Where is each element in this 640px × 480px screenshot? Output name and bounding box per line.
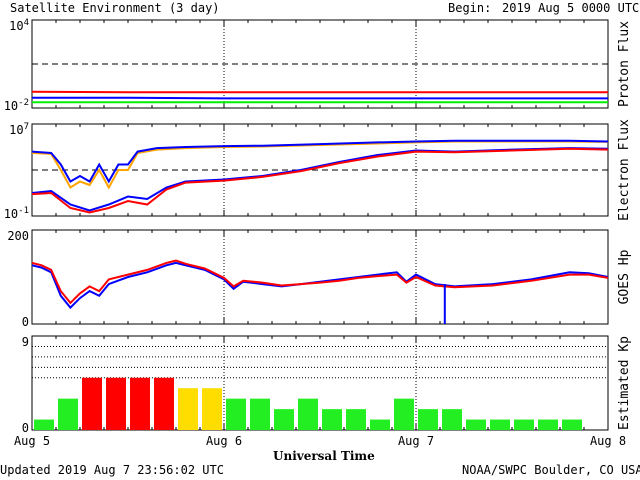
y-tick-label-bottom: 10-2: [4, 98, 29, 113]
series-line-red: [31, 259, 609, 305]
y-axis-label: GOES Hp: [617, 249, 632, 304]
kp-bar: [226, 398, 246, 430]
x-tick-label: Aug 8: [590, 434, 626, 448]
kp-bar: [370, 419, 390, 430]
series-line-red: [31, 147, 609, 214]
series-line-red: [31, 90, 608, 94]
series-line-blue: [31, 261, 609, 310]
kp-bar: [298, 398, 318, 430]
chart-title: Satellite Environment (3 day): [10, 1, 220, 15]
x-axis-label: Universal Time: [273, 449, 375, 463]
panel-frame-0: [31, 19, 609, 109]
x-tick-label: Aug 7: [398, 434, 434, 448]
kp-bar: [394, 398, 414, 430]
kp-bar: [82, 377, 102, 430]
y-axis-label: Estimated Kp: [617, 336, 632, 430]
kp-bar: [178, 388, 198, 430]
x-tick-label: Aug 5: [14, 434, 50, 448]
x-tick-label: Aug 6: [206, 434, 242, 448]
kp-bar: [562, 419, 582, 430]
kp-bar: [418, 409, 438, 430]
kp-bar: [346, 409, 366, 430]
kp-bar: [274, 409, 294, 430]
kp-bar: [442, 409, 462, 430]
kp-bar: [466, 419, 486, 430]
y-tick-label-top: 9: [22, 335, 29, 349]
kp-bar: [322, 409, 342, 430]
y-tick-label-bottom: 0: [22, 421, 29, 435]
y-tick-label-bottom: 0: [22, 315, 29, 329]
kp-bar: [106, 377, 126, 430]
kp-bar: [250, 398, 270, 430]
kp-bar: [538, 419, 558, 430]
kp-bar: [490, 419, 510, 430]
kp-bar: [130, 377, 150, 430]
y-tick-label-top: 200: [7, 229, 29, 243]
kp-bar: [514, 419, 534, 430]
begin-label: Begin:: [448, 1, 491, 15]
begin-value: 2019 Aug 5 0000 UTC: [502, 1, 639, 15]
updated-timestamp: Updated 2019 Aug 7 23:56:02 UTC: [0, 463, 224, 477]
credit-text: NOAA/SWPC Boulder, CO USA: [462, 463, 640, 477]
kp-bar: [34, 419, 54, 430]
panels-container: 104 10-2 Proton Flux 107 10-1 Electron Flux 20…: [4, 18, 632, 448]
y-axis-label: Proton Flux: [617, 21, 632, 107]
kp-bar: [154, 377, 174, 430]
series-line-blue: [31, 147, 609, 212]
kp-bar: [58, 398, 78, 430]
series-line-blue: [31, 139, 609, 184]
y-tick-label-top: 104: [9, 18, 29, 33]
y-tick-label-top: 107: [9, 122, 29, 137]
kp-bar: [202, 388, 222, 430]
y-tick-label-bottom: 10-1: [4, 206, 29, 221]
y-axis-label: Electron Flux: [617, 119, 632, 221]
series-line-blue: [32, 96, 608, 100]
